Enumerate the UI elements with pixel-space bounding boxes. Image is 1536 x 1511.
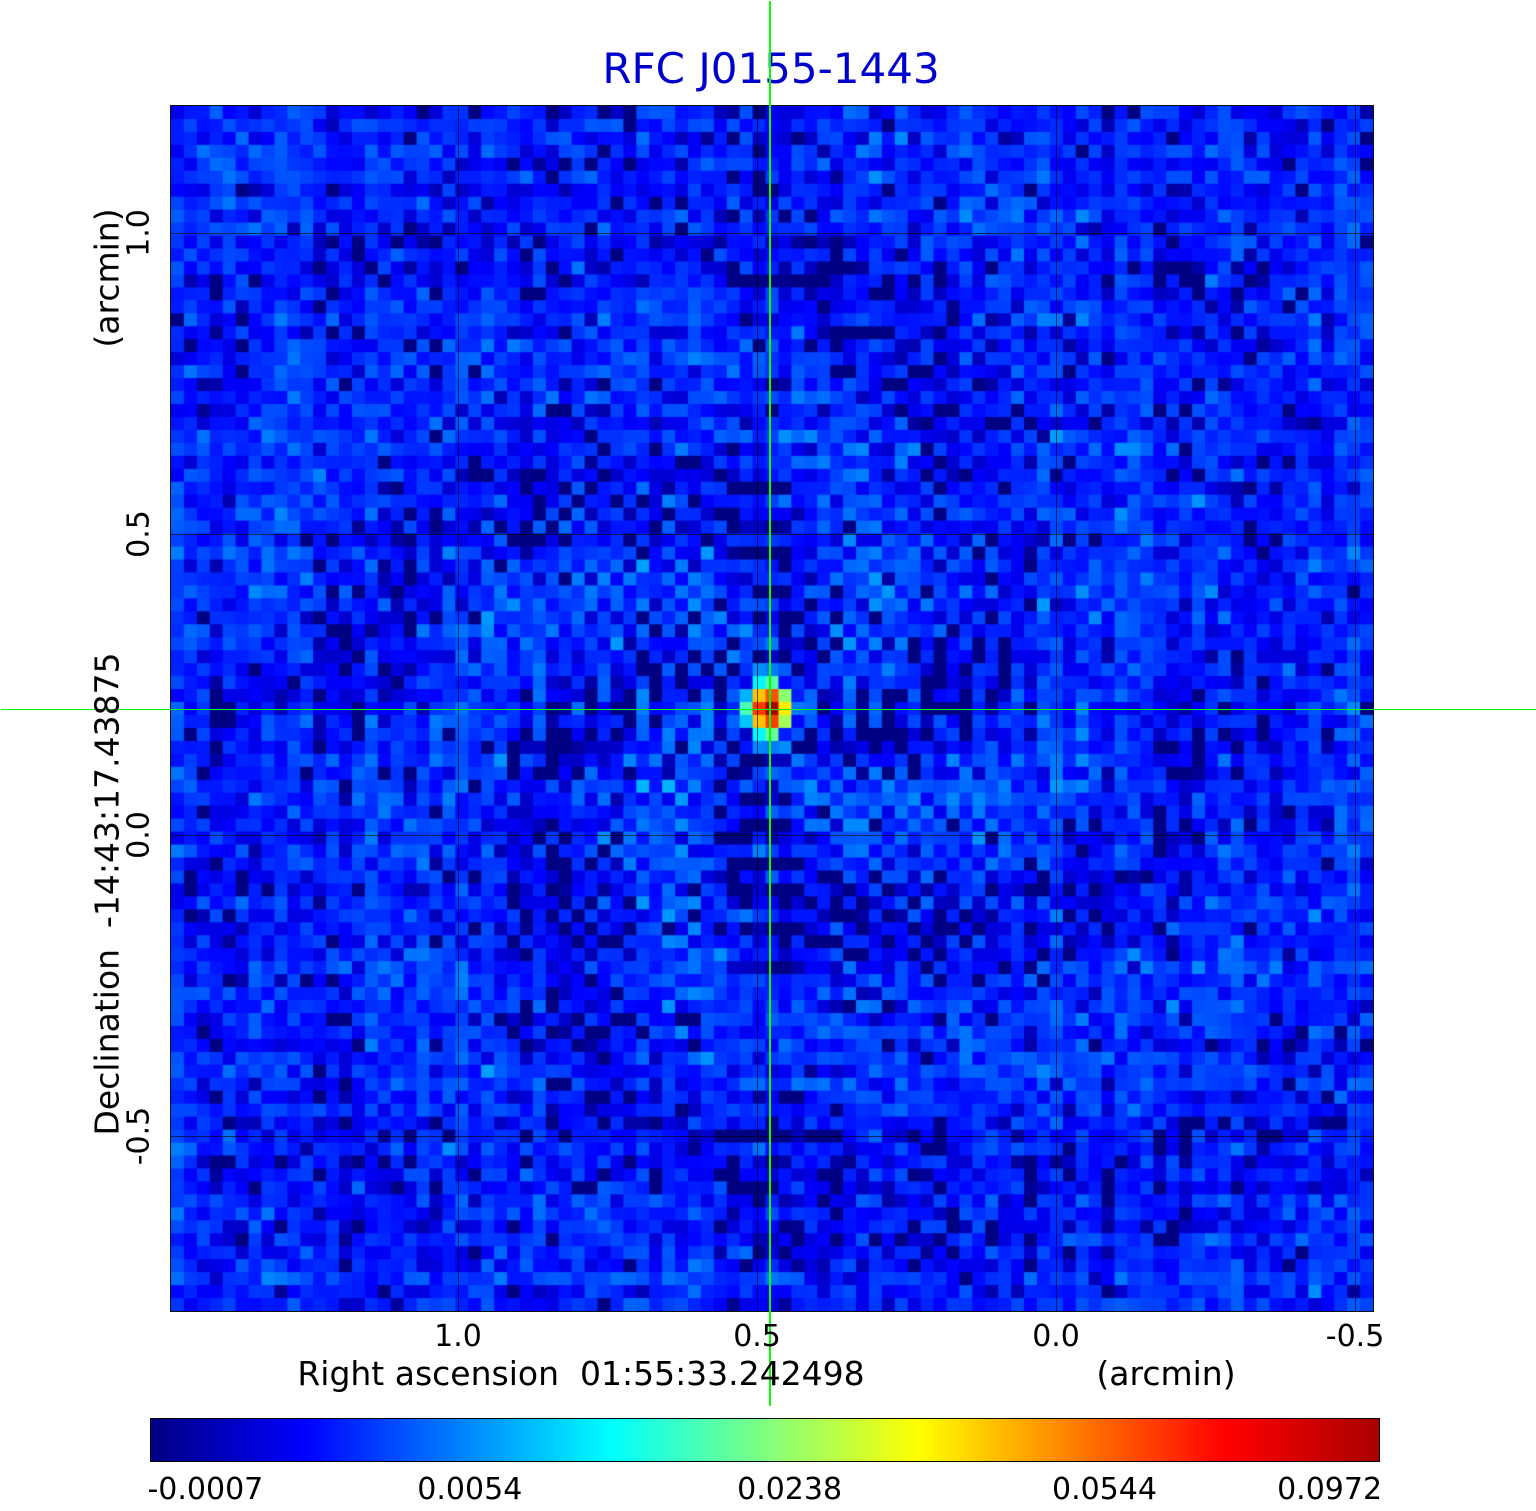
x-tick-label-0: 1.0 <box>434 1319 482 1354</box>
colorbar-tick-label-4: 0.0972 <box>1277 1472 1383 1507</box>
colorbar-tick-label-0: -0.0007 <box>147 1472 264 1507</box>
colorbar-tick-label-2: 0.0238 <box>737 1472 843 1507</box>
crosshair-vertical <box>769 1 771 1406</box>
plot-area: 1.0 0.5 0.0 -0.5 1.0 0.5 0.0 -0.5 (arcmi… <box>1 1 1536 1406</box>
y-axis-unit-label: (arcmin) <box>87 208 127 348</box>
gridline-horizontal <box>171 533 1373 535</box>
crosshair-horizontal <box>1 708 1536 710</box>
x-tick-label-1: 0.5 <box>733 1319 781 1354</box>
colorbar-labels: -0.0007 0.0054 0.0238 0.0544 0.0972 <box>147 1472 1383 1508</box>
gridline-horizontal <box>171 835 1373 837</box>
colorbar-tick-label-1: 0.0054 <box>417 1472 523 1507</box>
x-tick-label-2: 0.0 <box>1032 1319 1080 1354</box>
x-axis-unit-label: (arcmin) <box>1096 1354 1236 1393</box>
y-tick-label-2: 0.0 <box>121 811 157 859</box>
y-axis-label: Declination -14:43:17.43875 <box>87 652 127 1136</box>
colorbar <box>150 1418 1380 1462</box>
plot-title: RFC J0155-1443 <box>602 44 940 93</box>
y-tick-label-3: -0.5 <box>121 1106 157 1166</box>
gridline-horizontal <box>171 1136 1373 1138</box>
x-tick-label-3: -0.5 <box>1325 1319 1385 1354</box>
colorbar-tick-label-3: 0.0544 <box>1051 1472 1157 1507</box>
gridline-horizontal <box>171 232 1373 234</box>
y-tick-label-1: 0.5 <box>121 509 157 558</box>
x-axis-label: Right ascension 01:55:33.242498 <box>297 1354 865 1393</box>
y-tick-label-0: 1.0 <box>121 208 157 257</box>
